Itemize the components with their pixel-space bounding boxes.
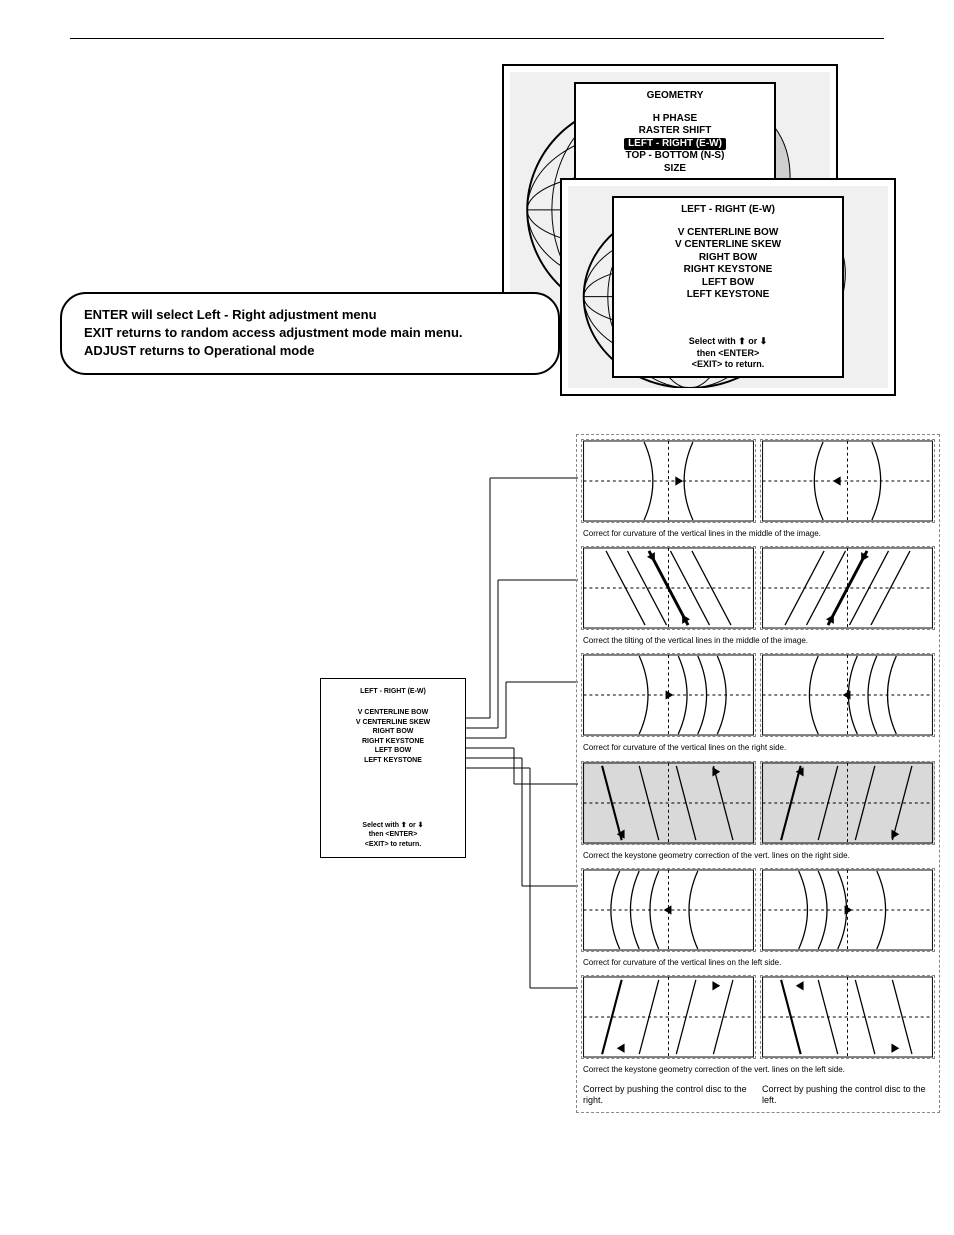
diagram-cell bbox=[581, 868, 756, 952]
diagram-caption: Correct for curvature of the vertical li… bbox=[581, 956, 935, 971]
lr-hint-3: <EXIT> to return. bbox=[692, 359, 765, 369]
diagram-caption: Correct the tilting of the vertical line… bbox=[581, 634, 935, 649]
diagram-cell bbox=[760, 868, 935, 952]
submenu-hint: Select with ⬆ or ⬇ then <ENTER> <EXIT> t… bbox=[321, 821, 465, 849]
lr-item-vcbow[interactable]: V CENTERLINE BOW bbox=[618, 227, 838, 240]
sub-hint-1: Select with ⬆ or ⬇ bbox=[362, 822, 423, 829]
page-rule bbox=[70, 38, 884, 39]
lr-item-rbow[interactable]: RIGHT BOW bbox=[618, 252, 838, 265]
diagram-cell bbox=[760, 761, 935, 845]
sub-hint-3: <EXIT> to return. bbox=[365, 841, 421, 848]
geometry-menu-title: GEOMETRY bbox=[580, 90, 770, 103]
diagram-cell bbox=[760, 653, 935, 737]
lr-hint-1: Select with ⬆ or ⬇ bbox=[689, 336, 768, 346]
lr-item-rkey[interactable]: RIGHT KEYSTONE bbox=[618, 264, 838, 277]
sub-item-vcbow[interactable]: V CENTERLINE BOW bbox=[356, 708, 430, 717]
lr-item-lkey[interactable]: LEFT KEYSTONE bbox=[618, 289, 838, 302]
sub-item-vcskew[interactable]: V CENTERLINE SKEW bbox=[356, 718, 430, 727]
diagram-grid: Correct for curvature of the vertical li… bbox=[576, 434, 940, 1113]
sub-item-rbow[interactable]: RIGHT BOW bbox=[356, 727, 430, 736]
geometry-item-raster[interactable]: RASTER SHIFT bbox=[580, 125, 770, 138]
monitor-lr: LEFT - RIGHT (E-W) V CENTERLINE BOW V CE… bbox=[560, 178, 896, 396]
sub-item-rkey[interactable]: RIGHT KEYSTONE bbox=[356, 737, 430, 746]
diagram-cell bbox=[581, 761, 756, 845]
diagram-cell bbox=[581, 546, 756, 630]
diagram-caption: Correct for curvature of the vertical li… bbox=[581, 527, 935, 542]
sub-item-lkey[interactable]: LEFT KEYSTONE bbox=[356, 756, 430, 765]
diagram-cell bbox=[581, 439, 756, 523]
conn-group bbox=[466, 478, 578, 988]
geometry-item-lr[interactable]: LEFT - RIGHT (E-W) bbox=[624, 138, 726, 151]
diagram-cell bbox=[581, 975, 756, 1059]
bubble-line2: EXIT returns to random access adjustment… bbox=[84, 324, 536, 342]
submenu-items: V CENTERLINE BOW V CENTERLINE SKEW RIGHT… bbox=[356, 708, 430, 765]
diagram-cell bbox=[760, 439, 935, 523]
sub-hint-2: then <ENTER> bbox=[369, 831, 418, 838]
submenu-panel: LEFT - RIGHT (E-W) V CENTERLINE BOW V CE… bbox=[320, 678, 466, 858]
foot-caption-right: Correct by pushing the control disc to t… bbox=[760, 1082, 935, 1108]
geometry-item-tb[interactable]: TOP - BOTTOM (N-S) bbox=[580, 150, 770, 163]
bubble-line3: ADJUST returns to Operational mode bbox=[84, 342, 536, 360]
diagram-grid-inner: Correct for curvature of the vertical li… bbox=[581, 439, 935, 1078]
lr-hint-2: then <ENTER> bbox=[697, 348, 760, 358]
diagram-cell bbox=[581, 653, 756, 737]
lr-menu-panel: LEFT - RIGHT (E-W) V CENTERLINE BOW V CE… bbox=[612, 196, 844, 378]
geometry-item-hphase[interactable]: H PHASE bbox=[580, 113, 770, 126]
diagram-caption: Correct the keystone geometry correction… bbox=[581, 1063, 935, 1078]
geometry-item-size[interactable]: SIZE bbox=[580, 163, 770, 176]
instruction-bubble: ENTER will select Left - Right adjustmen… bbox=[60, 292, 560, 375]
lr-menu-hint: Select with ⬆ or ⬇ then <ENTER> <EXIT> t… bbox=[614, 336, 842, 370]
diagram-cell bbox=[760, 546, 935, 630]
geometry-menu-panel: GEOMETRY H PHASE RASTER SHIFT LEFT - RIG… bbox=[574, 82, 776, 192]
diagram-cell bbox=[760, 975, 935, 1059]
bubble-line1: ENTER will select Left - Right adjustmen… bbox=[84, 306, 536, 324]
diagram-caption: Correct the keystone geometry correction… bbox=[581, 849, 935, 864]
foot-caption-left: Correct by pushing the control disc to t… bbox=[581, 1082, 756, 1108]
lr-menu-title: LEFT - RIGHT (E-W) bbox=[618, 204, 838, 217]
lr-item-vcskew[interactable]: V CENTERLINE SKEW bbox=[618, 239, 838, 252]
lr-item-lbow[interactable]: LEFT BOW bbox=[618, 277, 838, 290]
submenu-title: LEFT - RIGHT (E-W) bbox=[321, 687, 465, 696]
diagram-caption: Correct for curvature of the vertical li… bbox=[581, 741, 935, 756]
sub-item-lbow[interactable]: LEFT BOW bbox=[356, 746, 430, 755]
